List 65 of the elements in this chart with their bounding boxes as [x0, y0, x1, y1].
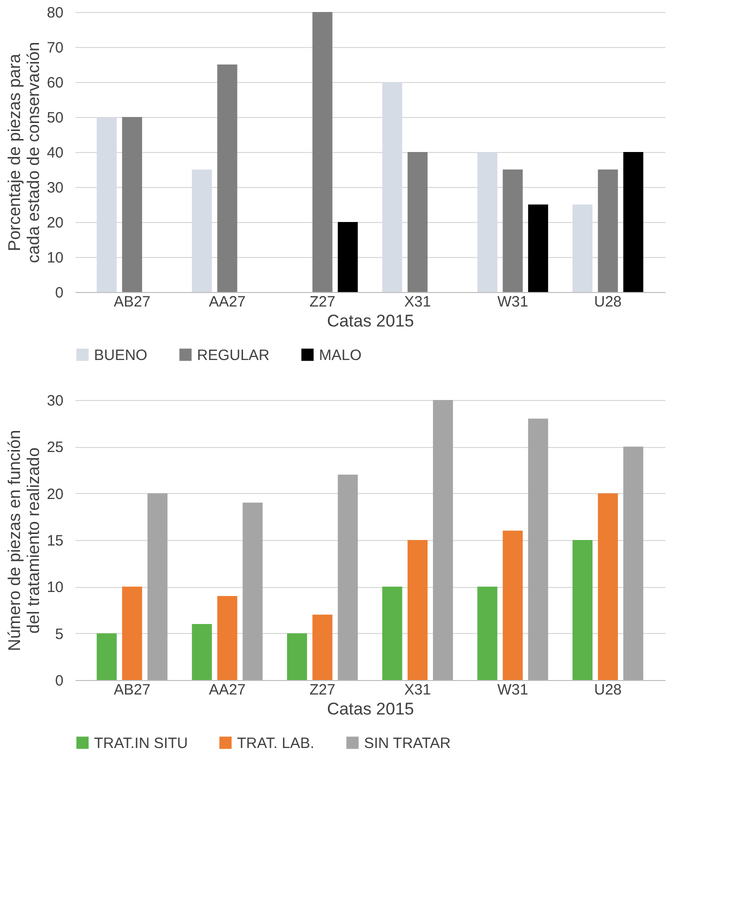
y-tick-label: 30 — [46, 392, 64, 410]
y-tick-label: 20 — [46, 486, 64, 503]
x-tick-label: U28 — [594, 682, 622, 698]
bar — [502, 530, 523, 680]
y-tick-label: 70 — [46, 40, 64, 56]
y-tick-label: 0 — [55, 672, 64, 690]
x-axis-title: Catas 2015 — [327, 312, 414, 330]
bar — [192, 624, 212, 680]
bar — [312, 12, 332, 292]
legend-label: MALO — [319, 346, 362, 364]
x-tick-label: W31 — [497, 294, 528, 310]
y-tick-label: 50 — [46, 110, 64, 126]
bar — [96, 633, 117, 680]
bar — [338, 474, 358, 680]
bar — [408, 152, 428, 292]
y-axis-title: Número de piezas en función del tratamiento realizado — [4, 430, 43, 652]
legend-label: TRAT. LAB. — [237, 734, 314, 752]
bar — [528, 204, 548, 292]
x-tick-label: X31 — [404, 294, 431, 310]
y-tick-label: 10 — [46, 579, 64, 596]
y-tick-label: 25 — [46, 439, 64, 456]
x-tick-label: Z27 — [309, 294, 336, 310]
bar — [477, 586, 498, 680]
x-axis-title: Catas 2015 — [327, 700, 414, 718]
bar — [217, 64, 238, 292]
legend-label: BUENO — [94, 346, 148, 364]
bar — [408, 540, 428, 680]
y-tick-label: 30 — [46, 180, 64, 196]
bar — [382, 586, 402, 680]
y-tick-label: 20 — [46, 214, 64, 232]
bar — [147, 493, 168, 680]
x-tick-label: AA27 — [208, 294, 246, 310]
bar — [242, 502, 263, 680]
bar — [338, 222, 358, 292]
legend-label: REGULAR — [197, 346, 270, 364]
bar — [623, 152, 644, 292]
bar — [502, 170, 523, 292]
y-tick-label: 15 — [46, 532, 64, 550]
bar — [623, 446, 644, 680]
bar — [217, 596, 238, 680]
bar — [432, 400, 453, 680]
x-tick-label: AA27 — [208, 682, 246, 698]
x-tick-label: AB27 — [114, 294, 150, 310]
bar — [572, 540, 593, 680]
y-tick-label: 5 — [55, 626, 64, 643]
y-axis-title: Porcentaje de piezas para cada estado de conservación — [4, 42, 43, 264]
bar — [122, 117, 142, 292]
x-tick-label: Z27 — [309, 682, 336, 698]
x-tick-label: AB27 — [114, 682, 150, 698]
bar — [312, 614, 332, 680]
y-tick-label: 0 — [55, 284, 64, 302]
x-tick-label: W31 — [497, 682, 528, 698]
legend-label: TRAT.IN SITU — [94, 734, 188, 752]
x-tick-label: X31 — [404, 682, 431, 698]
bar — [598, 493, 618, 680]
y-tick-label: 10 — [46, 250, 64, 266]
bar — [598, 170, 618, 292]
y-tick-label: 60 — [46, 74, 64, 92]
y-tick-label: 40 — [46, 144, 64, 162]
x-tick-label: U28 — [594, 294, 622, 310]
bar — [122, 586, 142, 680]
bar — [528, 418, 548, 680]
legend-label: SIN TRATAR — [364, 734, 451, 752]
y-tick-label: 80 — [46, 4, 64, 22]
bar — [287, 633, 308, 680]
